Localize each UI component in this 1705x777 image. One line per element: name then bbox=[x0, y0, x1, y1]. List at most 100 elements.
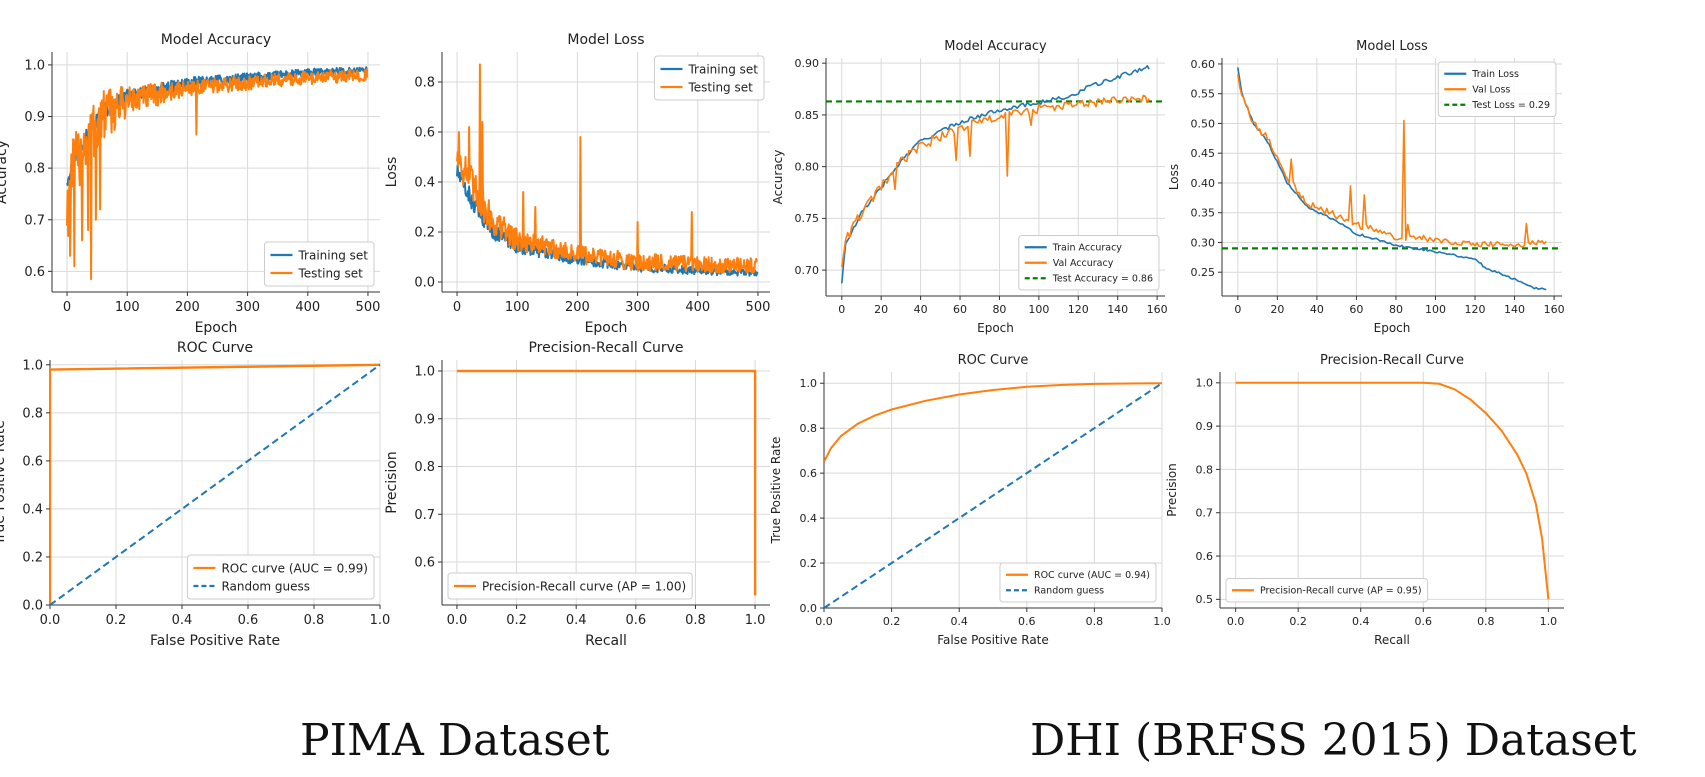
series-line-roc-curve-auc-0-99- bbox=[50, 363, 381, 605]
legend: ROC curve (AUC = 0.94) Random guess bbox=[999, 562, 1157, 603]
x-tick-label: 300 bbox=[625, 300, 650, 315]
y-tick-label: 0.0 bbox=[800, 602, 818, 615]
chart-title: Precision-Recall Curve bbox=[1320, 353, 1464, 368]
chart-title: ROC Curve bbox=[958, 353, 1029, 368]
x-tick-label: 100 bbox=[115, 300, 140, 315]
y-tick-label: 0.7 bbox=[414, 508, 435, 523]
legend-label: Precision-Recall curve (AP = 1.00) bbox=[482, 579, 686, 593]
y-tick-label: 0.9 bbox=[414, 412, 435, 427]
x-tick-label: 0.4 bbox=[950, 615, 968, 628]
y-tick-label: 0.4 bbox=[800, 512, 818, 525]
x-tick-label: 40 bbox=[914, 303, 928, 316]
y-tick-label: 0.8 bbox=[414, 460, 435, 475]
legend: Train Accuracy Val Accuracy Test Accuracy … bbox=[1018, 235, 1160, 291]
y-tick-label: 0.35 bbox=[1191, 207, 1216, 220]
y-tick-label: 0.40 bbox=[1191, 177, 1216, 190]
chart-dhi-roc: 0.0 0.2 0.4 0.6 0.8 1.0 0.0 0.2 0.4 0.6 0.8 1.0 ROC … bbox=[769, 353, 1171, 647]
legend: Training set Testing set bbox=[653, 55, 765, 101]
y-tick-label: 0.6 bbox=[800, 467, 818, 480]
x-tick-label: 0.6 bbox=[1018, 615, 1036, 628]
x-axis-label: Epoch bbox=[977, 321, 1014, 335]
x-tick-label: 60 bbox=[1349, 303, 1363, 316]
x-tick-label: 1.0 bbox=[745, 613, 766, 628]
legend-box bbox=[263, 241, 375, 287]
legend-label: ROC curve (AUC = 0.94) bbox=[1034, 570, 1150, 581]
legend-label: Test Loss = 0.29 bbox=[1471, 100, 1550, 111]
x-tick-label: 0 bbox=[1234, 303, 1241, 316]
y-tick-label: 0.0 bbox=[414, 276, 435, 291]
x-tick-label: 0.2 bbox=[883, 615, 901, 628]
chart-pima-loss: 0 100 200 300 400 500 0.0 0.2 0.4 0.6 0.8 Model Los… bbox=[384, 32, 770, 336]
legend: Precision-Recall curve (AP = 0.95) bbox=[1225, 578, 1429, 603]
legend-box bbox=[1225, 578, 1429, 603]
x-tick-label: 0 bbox=[63, 300, 71, 315]
x-tick-label: 0.8 bbox=[304, 613, 325, 628]
x-tick-label: 1.0 bbox=[1540, 615, 1558, 628]
x-tick-label: 0 bbox=[838, 303, 845, 316]
y-tick-label: 0.4 bbox=[22, 502, 43, 517]
legend-label: Testing set bbox=[297, 266, 363, 280]
y-tick-label: 0.75 bbox=[795, 212, 820, 225]
y-tick-label: 0.70 bbox=[795, 264, 820, 277]
x-tick-label: 0.4 bbox=[1352, 615, 1370, 628]
chart-title: Model Loss bbox=[567, 32, 644, 48]
legend: Train Loss Val Loss Test Loss = 0.29 bbox=[1437, 61, 1557, 117]
x-tick-label: 0.6 bbox=[625, 613, 646, 628]
legend-label: Train Accuracy bbox=[1052, 243, 1123, 254]
x-tick-label: 0.2 bbox=[106, 613, 127, 628]
legend-box bbox=[653, 55, 765, 101]
y-tick-label: 0.85 bbox=[795, 109, 820, 122]
y-tick-label: 0.8 bbox=[1196, 463, 1214, 476]
x-tick-label: 300 bbox=[235, 300, 260, 315]
legend-label: Random guess bbox=[1034, 586, 1104, 597]
y-tick-label: 0.55 bbox=[1191, 88, 1216, 101]
y-tick-label: 0.7 bbox=[1196, 507, 1214, 520]
x-tick-label: 0.8 bbox=[1086, 615, 1104, 628]
x-tick-label: 0 bbox=[453, 300, 461, 315]
x-tick-label: 20 bbox=[1270, 303, 1284, 316]
x-tick-label: 120 bbox=[1068, 303, 1089, 316]
x-tick-label: 0.0 bbox=[1227, 615, 1245, 628]
x-tick-label: 60 bbox=[953, 303, 967, 316]
caption-dhi-dataset: DHI (BRFSS 2015) Dataset bbox=[1030, 715, 1637, 766]
x-tick-label: 100 bbox=[1425, 303, 1446, 316]
y-tick-label: 0.8 bbox=[22, 406, 43, 421]
x-tick-label: 200 bbox=[175, 300, 200, 315]
y-tick-label: 1.0 bbox=[24, 58, 45, 73]
chart-dhi-acc: 0 20 40 60 80 100 120 140 160 0.70 0.75 0.80 0.85 0.9… bbox=[771, 39, 1168, 335]
x-tick-label: 1.0 bbox=[1153, 615, 1171, 628]
legend-label: Train Loss bbox=[1471, 69, 1519, 80]
y-axis-label: Accuracy bbox=[0, 140, 10, 204]
x-axis-label: Recall bbox=[585, 633, 627, 649]
x-axis-label: Epoch bbox=[1374, 321, 1411, 335]
legend-label: Val Loss bbox=[1472, 85, 1510, 96]
y-tick-label: 0.9 bbox=[1196, 420, 1214, 433]
chart-pima-pr: 0.0 0.2 0.4 0.6 0.8 1.0 0.6 0.7 0.8 0.9 1.0 Precisi… bbox=[384, 340, 770, 649]
y-axis-label: True Positive Rate bbox=[0, 420, 8, 546]
x-axis-label: False Positive Rate bbox=[150, 633, 280, 649]
y-tick-label: 0.7 bbox=[24, 213, 45, 228]
y-tick-label: 0.50 bbox=[1191, 117, 1216, 130]
x-tick-label: 20 bbox=[874, 303, 888, 316]
chart-title: Model Loss bbox=[1356, 39, 1428, 54]
legend-box bbox=[1437, 61, 1557, 117]
y-tick-label: 0.8 bbox=[800, 422, 818, 435]
chart-pima-acc: 0 100 200 300 400 500 0.6 0.7 0.8 0.9 1.0 Model Acc… bbox=[0, 32, 380, 336]
y-tick-label: 1.0 bbox=[1196, 377, 1214, 390]
x-tick-label: 100 bbox=[1028, 303, 1049, 316]
legend-label: Training set bbox=[297, 248, 368, 262]
x-tick-label: 1.0 bbox=[370, 613, 391, 628]
legend-box bbox=[999, 562, 1157, 603]
x-tick-label: 0.0 bbox=[447, 613, 468, 628]
caption-pima-dataset: PIMA Dataset bbox=[300, 715, 610, 766]
x-tick-label: 400 bbox=[295, 300, 320, 315]
y-tick-label: 1.0 bbox=[800, 377, 818, 390]
y-tick-label: 1.0 bbox=[22, 358, 43, 373]
chart-title: ROC Curve bbox=[177, 340, 253, 356]
y-axis-label: Precision bbox=[1165, 463, 1179, 517]
x-tick-label: 500 bbox=[746, 300, 771, 315]
y-tick-label: 0.45 bbox=[1191, 147, 1216, 160]
x-tick-label: 0.4 bbox=[172, 613, 193, 628]
x-tick-label: 140 bbox=[1504, 303, 1525, 316]
